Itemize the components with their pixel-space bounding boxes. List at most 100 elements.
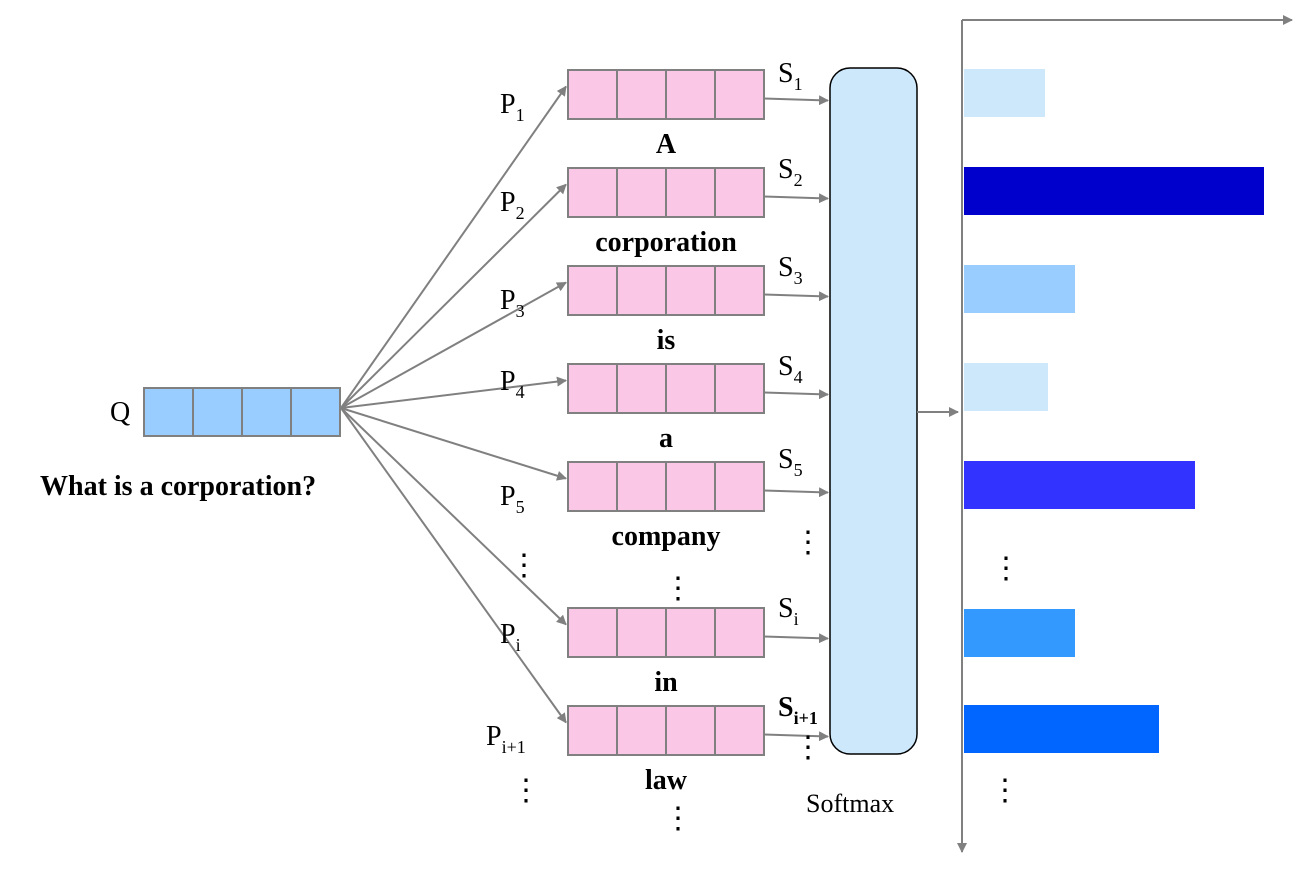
position-label: P2 — [500, 187, 525, 223]
token-cell — [567, 461, 618, 512]
query-label: Q — [110, 397, 130, 428]
position-subscript: 1 — [516, 105, 525, 125]
ellipsis-left-middle: ⋮ — [509, 549, 539, 582]
token-cell — [567, 69, 618, 120]
token-cell — [567, 607, 618, 658]
query-group: Q What is a corporation? — [40, 387, 341, 502]
query-cell — [192, 387, 243, 437]
softmax-label: Softmax — [806, 789, 894, 818]
token-cell — [567, 363, 618, 414]
query-arrow — [340, 183, 567, 409]
token-cell — [665, 705, 716, 756]
score-arrow — [763, 731, 829, 742]
token-row: corporation P2 S2 — [500, 154, 829, 258]
token-word: a — [659, 423, 673, 454]
position-subscript: 2 — [516, 203, 525, 223]
token-cell — [665, 461, 716, 512]
query-cell — [241, 387, 292, 437]
position-label: P1 — [500, 89, 525, 125]
query-arrow — [340, 281, 567, 409]
ellipsis-bars-middle: ⋮ — [991, 552, 1021, 585]
position-subscript: 5 — [516, 497, 525, 517]
ellipsis-score-bottom: ⋮ — [793, 731, 823, 764]
query-vector — [143, 387, 341, 437]
attention-bar — [964, 461, 1195, 509]
position-subscript: 4 — [516, 382, 525, 402]
softmax-block — [829, 67, 918, 755]
query-arrow — [340, 407, 567, 626]
token-word: in — [654, 667, 678, 698]
score-arrow — [763, 487, 829, 498]
attention-bar — [964, 609, 1075, 657]
score-subscript: 1 — [794, 74, 803, 94]
token-cell — [665, 167, 716, 218]
token-cell — [616, 69, 667, 120]
query-arrow — [340, 407, 567, 481]
query-arrow — [340, 376, 567, 409]
token-row: A P1 S1 — [500, 58, 829, 160]
token-cell — [714, 705, 765, 756]
score-arrow — [763, 193, 829, 204]
query-cell — [143, 387, 194, 437]
token-cell — [567, 705, 618, 756]
output-axes — [957, 15, 1293, 853]
query-arrow — [340, 407, 567, 724]
token-rows: A P1 S1 corporation P2 S2 is P3 S3 a P4 S4 company P5… — [486, 58, 829, 796]
token-cell — [616, 167, 667, 218]
token-row: law Pi+1 Si+1 — [486, 692, 829, 796]
score-label: S5 — [778, 444, 803, 480]
query-cell — [290, 387, 341, 437]
attention-bar — [964, 167, 1264, 215]
score-subscript: 2 — [794, 170, 803, 190]
token-cell — [714, 265, 765, 316]
token-cell — [616, 461, 667, 512]
score-subscript: 5 — [794, 460, 803, 480]
token-cell — [714, 363, 765, 414]
ellipsis-bars-bottom: ⋮ — [990, 774, 1020, 807]
token-cell — [665, 363, 716, 414]
token-cell — [616, 607, 667, 658]
score-subscript: 3 — [794, 268, 803, 288]
token-cell — [616, 265, 667, 316]
ellipsis-left-bottom: ⋮ — [511, 774, 541, 807]
score-label: S3 — [778, 252, 803, 288]
token-word: law — [645, 765, 688, 796]
ellipsis-token-middle: ⋮ — [663, 572, 693, 605]
position-label: P3 — [500, 285, 525, 321]
token-cell — [714, 167, 765, 218]
token-cell — [616, 363, 667, 414]
score-label: Si+1 — [778, 692, 818, 728]
score-label: S1 — [778, 58, 803, 94]
token-row: is P3 S3 — [500, 252, 829, 356]
position-label: P5 — [500, 481, 525, 517]
token-word: company — [612, 521, 721, 552]
score-arrow — [763, 95, 829, 106]
token-cell — [616, 705, 667, 756]
token-row: company P5 S5 — [500, 444, 829, 552]
position-label: P4 — [500, 366, 525, 402]
token-row: a P4 S4 — [500, 351, 829, 454]
ellipsis-token-bottom: ⋮ — [663, 802, 693, 835]
score-subscript: i — [794, 609, 799, 629]
score-label: S4 — [778, 351, 803, 387]
token-row: in Pi Si — [500, 593, 829, 698]
position-subscript: i+1 — [502, 737, 526, 757]
token-word: A — [656, 129, 677, 160]
score-subscript: i+1 — [794, 708, 818, 728]
token-cell — [567, 265, 618, 316]
ellipsis-score-middle: ⋮ — [793, 526, 823, 559]
token-word: corporation — [595, 227, 737, 258]
attention-bar — [964, 265, 1075, 313]
position-label: Pi — [500, 619, 521, 655]
score-label: Si — [778, 593, 799, 629]
token-word: is — [657, 325, 676, 356]
token-cell — [665, 607, 716, 658]
score-arrow — [763, 389, 829, 400]
token-cell — [714, 461, 765, 512]
token-cell — [714, 69, 765, 120]
position-subscript: 3 — [516, 301, 525, 321]
position-label: Pi+1 — [486, 721, 526, 757]
query-text: What is a corporation? — [40, 471, 316, 502]
token-cell — [567, 167, 618, 218]
score-subscript: 4 — [794, 367, 803, 387]
